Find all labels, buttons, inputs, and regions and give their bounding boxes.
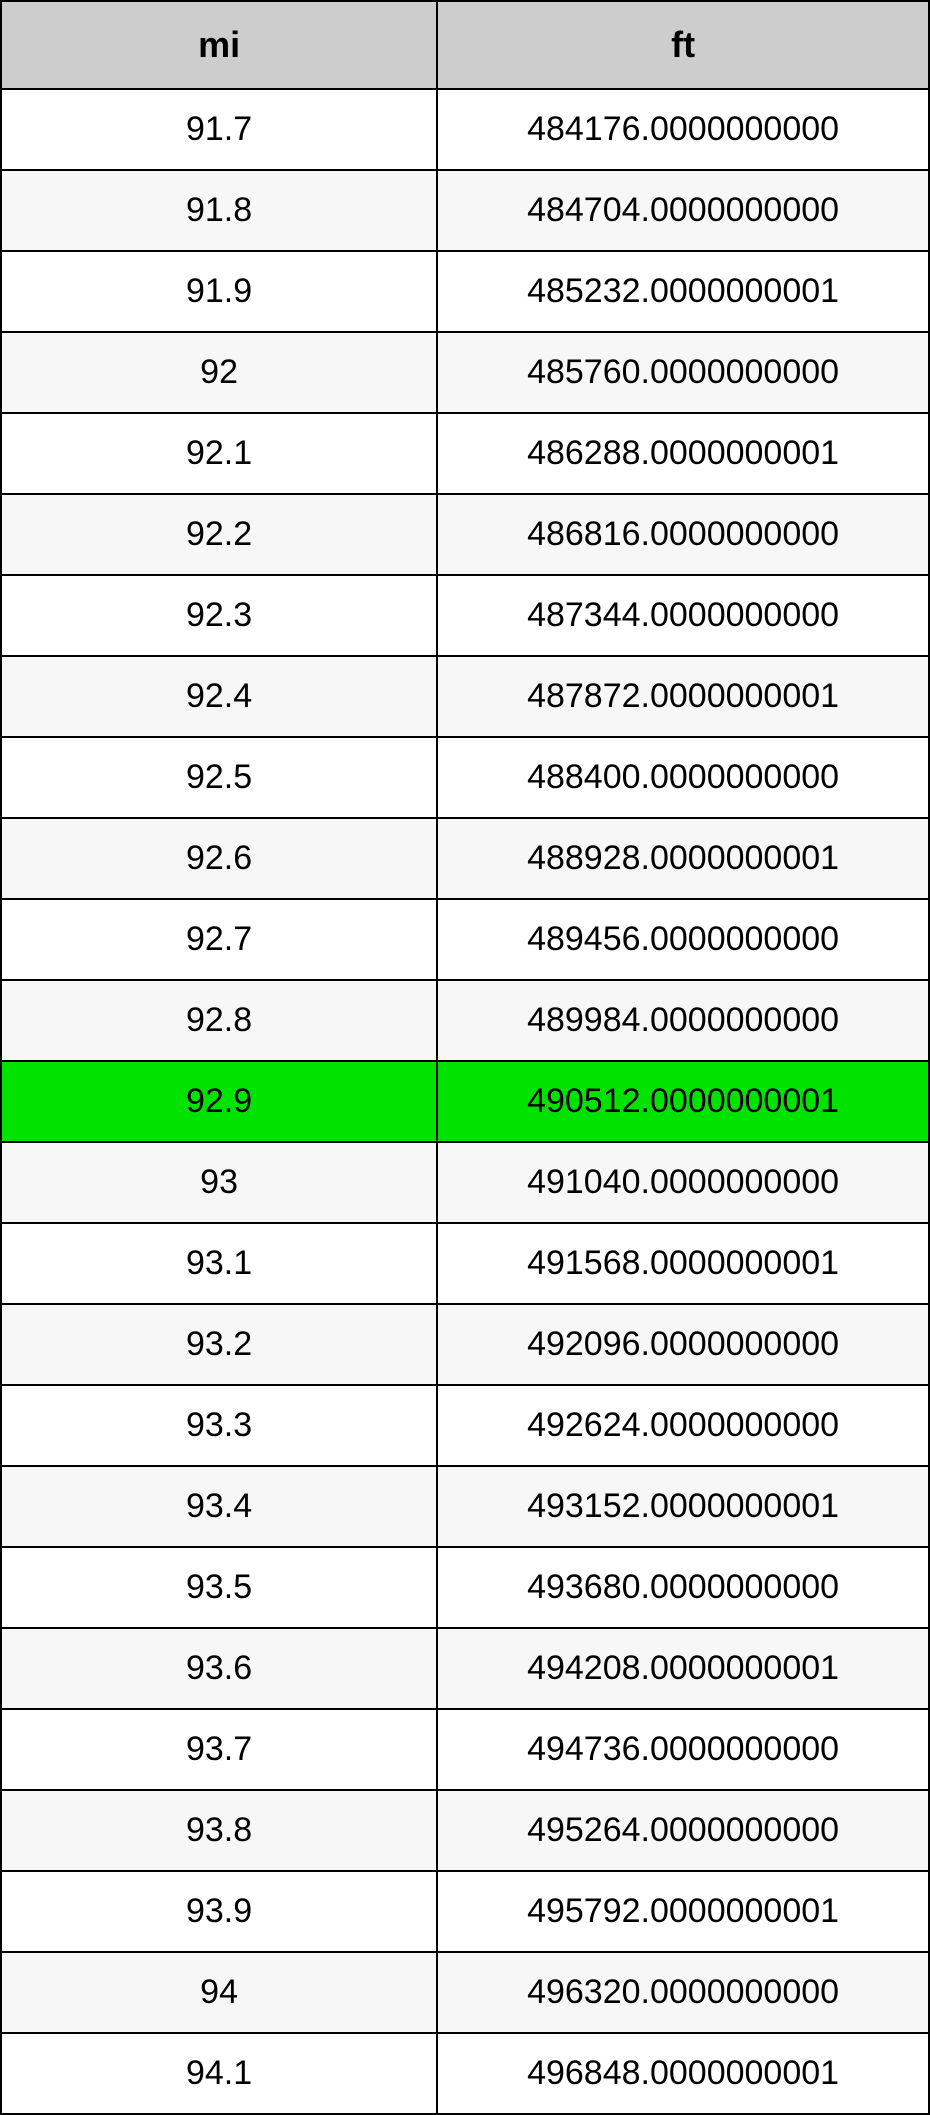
cell-mi: 92 [1,332,437,413]
table-row: 93.9495792.0000000001 [1,1871,929,1952]
cell-ft: 485760.0000000000 [437,332,929,413]
cell-ft: 493152.0000000001 [437,1466,929,1547]
cell-mi: 91.8 [1,170,437,251]
cell-mi: 92.1 [1,413,437,494]
table-row: 91.8484704.0000000000 [1,170,929,251]
cell-mi: 92.7 [1,899,437,980]
cell-ft: 485232.0000000001 [437,251,929,332]
cell-ft: 484176.0000000000 [437,89,929,170]
table-row: 92.4487872.0000000001 [1,656,929,737]
table-row: 92485760.0000000000 [1,332,929,413]
cell-mi: 93.9 [1,1871,437,1952]
cell-ft: 490512.0000000001 [437,1061,929,1142]
table-row: 92.2486816.0000000000 [1,494,929,575]
table-row: 92.9490512.0000000001 [1,1061,929,1142]
cell-ft: 496848.0000000001 [437,2033,929,2114]
table-body: 91.7484176.000000000091.8484704.00000000… [1,89,929,2114]
table-row: 92.6488928.0000000001 [1,818,929,899]
cell-ft: 496320.0000000000 [437,1952,929,2033]
table-row: 92.3487344.0000000000 [1,575,929,656]
cell-ft: 486288.0000000001 [437,413,929,494]
cell-ft: 487344.0000000000 [437,575,929,656]
table-row: 92.8489984.0000000000 [1,980,929,1061]
cell-mi: 93.2 [1,1304,437,1385]
cell-mi: 93.5 [1,1547,437,1628]
table-row: 93.2492096.0000000000 [1,1304,929,1385]
cell-mi: 91.7 [1,89,437,170]
cell-mi: 92.3 [1,575,437,656]
cell-ft: 492096.0000000000 [437,1304,929,1385]
conversion-table: mi ft 91.7484176.000000000091.8484704.00… [0,0,930,2115]
table-row: 92.7489456.0000000000 [1,899,929,980]
cell-mi: 92.4 [1,656,437,737]
column-header-ft: ft [437,1,929,89]
cell-mi: 92.6 [1,818,437,899]
cell-mi: 92.2 [1,494,437,575]
table-row: 93.1491568.0000000001 [1,1223,929,1304]
cell-mi: 93.6 [1,1628,437,1709]
table-row: 93.6494208.0000000001 [1,1628,929,1709]
cell-ft: 491568.0000000001 [437,1223,929,1304]
cell-ft: 488400.0000000000 [437,737,929,818]
cell-ft: 495264.0000000000 [437,1790,929,1871]
table-row: 93.5493680.0000000000 [1,1547,929,1628]
cell-ft: 487872.0000000001 [437,656,929,737]
cell-mi: 93.4 [1,1466,437,1547]
cell-ft: 495792.0000000001 [437,1871,929,1952]
cell-ft: 489984.0000000000 [437,980,929,1061]
cell-mi: 93 [1,1142,437,1223]
column-header-mi: mi [1,1,437,89]
table-row: 92.5488400.0000000000 [1,737,929,818]
cell-ft: 493680.0000000000 [437,1547,929,1628]
cell-mi: 93.1 [1,1223,437,1304]
cell-ft: 492624.0000000000 [437,1385,929,1466]
cell-mi: 94.1 [1,2033,437,2114]
cell-mi: 93.8 [1,1790,437,1871]
cell-ft: 489456.0000000000 [437,899,929,980]
cell-mi: 91.9 [1,251,437,332]
cell-mi: 92.8 [1,980,437,1061]
cell-ft: 494208.0000000001 [437,1628,929,1709]
cell-mi: 92.5 [1,737,437,818]
table-row: 93.4493152.0000000001 [1,1466,929,1547]
cell-ft: 491040.0000000000 [437,1142,929,1223]
cell-ft: 486816.0000000000 [437,494,929,575]
table-row: 93491040.0000000000 [1,1142,929,1223]
table-row: 91.9485232.0000000001 [1,251,929,332]
table-row: 92.1486288.0000000001 [1,413,929,494]
cell-ft: 494736.0000000000 [437,1709,929,1790]
cell-ft: 484704.0000000000 [437,170,929,251]
cell-mi: 92.9 [1,1061,437,1142]
table-row: 93.8495264.0000000000 [1,1790,929,1871]
cell-ft: 488928.0000000001 [437,818,929,899]
cell-mi: 93.3 [1,1385,437,1466]
table-row: 94.1496848.0000000001 [1,2033,929,2114]
cell-mi: 94 [1,1952,437,2033]
table-row: 93.3492624.0000000000 [1,1385,929,1466]
cell-mi: 93.7 [1,1709,437,1790]
table-row: 91.7484176.0000000000 [1,89,929,170]
table-header-row: mi ft [1,1,929,89]
table-row: 93.7494736.0000000000 [1,1709,929,1790]
table-row: 94496320.0000000000 [1,1952,929,2033]
